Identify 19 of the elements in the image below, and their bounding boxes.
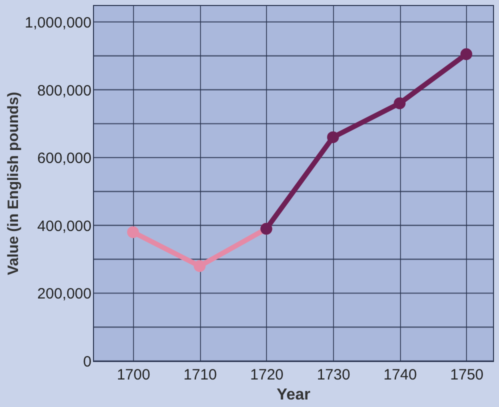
x-tick-label: 1730 <box>316 366 350 384</box>
x-tick-label: 1740 <box>383 366 417 384</box>
point <box>194 260 206 272</box>
y-tick-label: 400,000 <box>37 218 92 235</box>
x-axis-title: Year <box>276 386 310 404</box>
y-tick-label: 0 <box>83 354 92 370</box>
x-tick-label: 1720 <box>250 366 284 384</box>
y-axis-title: Value (in English pounds) <box>4 92 22 276</box>
point <box>394 97 406 110</box>
x-tick-label: 1750 <box>450 366 484 384</box>
point <box>460 48 472 60</box>
y-tick-label: 800,000 <box>37 82 92 100</box>
x-tick-label: 1710 <box>183 366 217 384</box>
x-tick-label: 1700 <box>116 366 150 384</box>
y-tick-label: 1,000,000 <box>24 14 92 32</box>
point <box>327 131 339 144</box>
point <box>127 226 139 238</box>
y-tick-label: 200,000 <box>37 286 92 303</box>
y-tick-label: 600,000 <box>37 150 92 168</box>
